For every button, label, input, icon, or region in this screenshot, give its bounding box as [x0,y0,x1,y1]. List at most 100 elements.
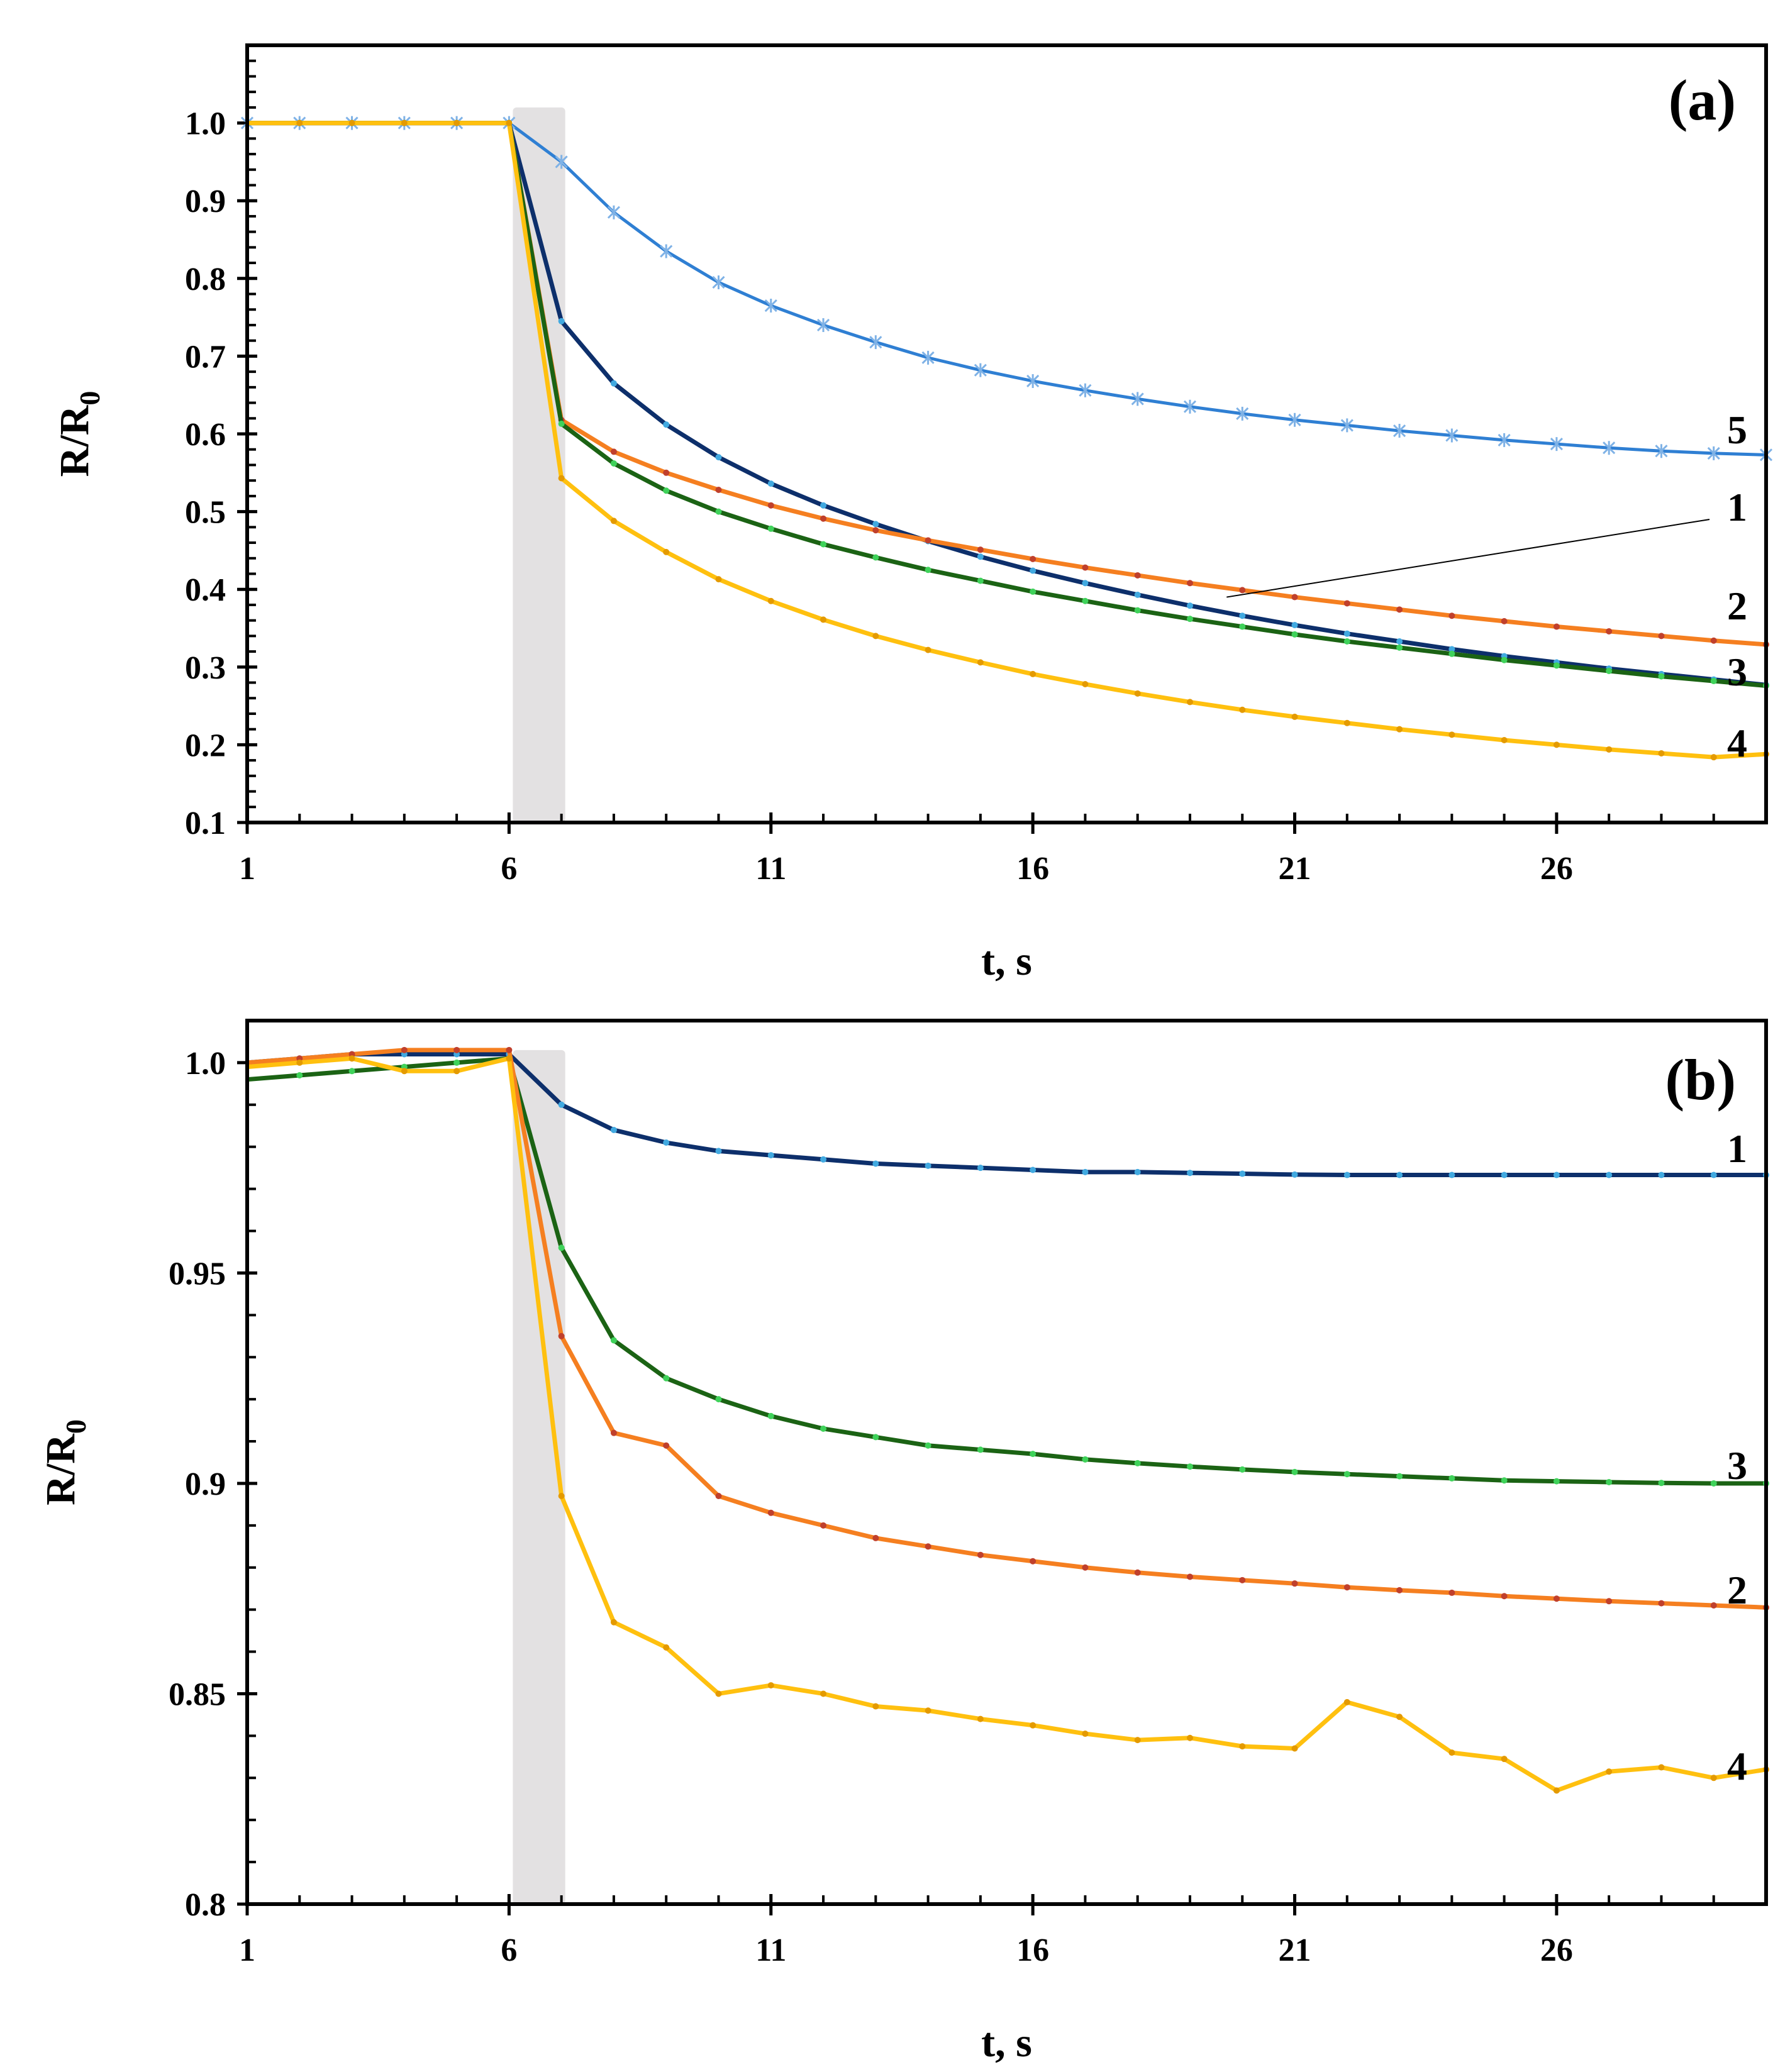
data-point-4 [1134,690,1141,697]
data-point-4 [1606,1768,1613,1775]
data-point-4 [453,119,460,126]
data-point-4 [1396,1714,1403,1720]
data-point-2 [1030,1558,1037,1565]
data-point-3 [1030,588,1037,595]
data-point-2 [506,1046,513,1053]
data-point-2 [1606,628,1613,634]
data-point-4 [1291,1745,1298,1752]
series-line-4 [247,121,1767,760]
data-point-4 [1186,699,1193,706]
data-point-2 [663,1442,670,1449]
data-point-1 [820,502,827,509]
data-point-3 [1553,1478,1560,1485]
data-point-3 [1553,662,1560,669]
data-point-4 [663,1644,670,1651]
series-line-5 [247,121,1767,457]
data-point-4 [1606,746,1613,753]
data-point-3 [872,554,879,561]
data-point-3 [715,508,722,515]
data-point-4 [610,518,617,524]
data-point-5 [1707,446,1720,460]
data-point-4 [506,1055,513,1062]
data-point-4 [1658,1764,1665,1771]
data-point-4 [977,1715,984,1722]
data-point-4 [820,1690,827,1697]
series-line-2 [247,121,1767,647]
y-tick-label: 0.8 [185,1887,226,1923]
y-ticks: 0.8 0.85 0.9 0.95 1.0 [169,1019,257,1923]
data-point-3 [296,1072,303,1078]
data-point-3 [1291,631,1298,638]
data-point-4 [1030,670,1037,677]
data-point-4 [977,659,984,666]
data-point-1 [1082,580,1089,587]
x-tick-label: 11 [755,1932,786,1968]
data-point-2 [1710,1602,1717,1609]
data-point-3 [1134,1460,1141,1466]
y-tick-label: 0.9 [185,1466,226,1502]
data-point-4 [925,646,931,653]
data-point-5 [1445,428,1459,443]
data-point-3 [1291,1468,1298,1475]
data-point-3 [1396,644,1403,651]
data-point-1 [663,1139,670,1146]
data-point-1 [1553,1172,1560,1178]
data-point-4 [872,1703,879,1710]
plot-frame [245,43,1768,824]
data-point-3 [872,1434,879,1441]
data-point-3 [977,577,984,584]
x-tick-label: 16 [1016,851,1049,887]
data-point-4 [1448,1749,1455,1756]
data-point-2 [1501,618,1508,624]
data-point-3 [1082,1456,1089,1463]
data-point-4 [663,548,670,555]
data-point-3 [610,1337,617,1344]
data-point-2 [558,1332,565,1339]
data-point-2 [1553,1595,1560,1602]
data-point-5 [1655,444,1668,458]
data-point-1 [1134,1168,1141,1175]
data-point-2 [872,527,879,534]
data-point-4 [925,1707,931,1714]
data-point-5 [555,155,568,169]
data-point-1 [820,1156,827,1163]
data-point-4 [1710,1775,1717,1781]
data-point-2 [1239,1576,1246,1583]
x-tick-label: 6 [501,851,517,887]
curve-label-2: 2 [1727,1568,1747,1612]
data-point-2 [1448,612,1455,619]
data-point-5 [1603,441,1616,455]
data-point-3 [1710,1480,1717,1487]
data-point-4 [348,119,355,126]
data-point-4 [1082,1731,1089,1737]
x-tick-label: 26 [1540,851,1573,887]
data-point-2 [1082,1564,1089,1571]
data-point-5 [1288,413,1301,427]
data-point-3 [767,525,774,532]
curve-label-1: 1 [1727,485,1747,529]
y-axis-title: R/R0 [52,391,106,477]
data-point-5 [660,244,673,258]
data-point-2 [1291,594,1298,601]
data-point-5 [1079,383,1092,397]
data-point-4 [1082,680,1089,687]
data-point-1 [1030,1166,1037,1173]
data-point-3 [820,1425,827,1432]
data-point-3 [610,460,617,467]
data-point-2 [401,1046,408,1053]
data-point-4 [1343,719,1350,726]
data-point-1 [1710,1172,1717,1178]
data-point-4 [1343,1698,1350,1705]
data-point-3 [925,1442,931,1449]
data-point-4 [296,1059,303,1066]
data-point-2 [1186,580,1193,587]
data-point-1 [1291,622,1298,629]
data-point-3 [1710,678,1717,685]
data-point-1 [610,1126,617,1133]
curve-labels: 1 3 2 4 [1727,1126,1747,1788]
data-point-2 [1082,564,1089,571]
y-tick-label: 0.5 [185,495,226,531]
data-point-2 [1448,1589,1455,1596]
